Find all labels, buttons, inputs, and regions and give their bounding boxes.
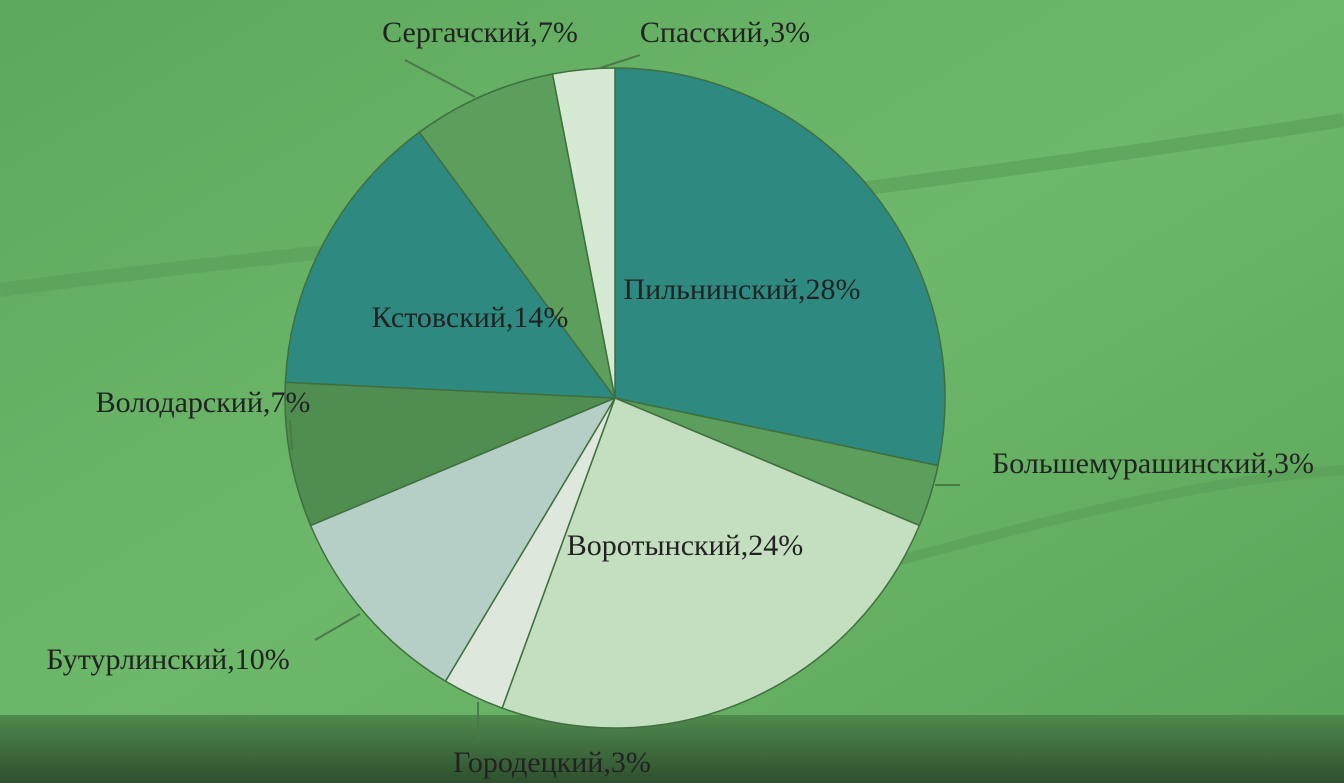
leader-line bbox=[599, 54, 641, 69]
slice-label: Городецкий,3% bbox=[453, 746, 651, 779]
slice-label: Сергачский,7% bbox=[382, 16, 578, 49]
slice-label: Воротынский,24% bbox=[567, 529, 803, 562]
pie-slice bbox=[551, 67, 616, 399]
footer-band bbox=[0, 715, 1344, 783]
leader-line bbox=[289, 419, 293, 451]
pie-slice bbox=[284, 131, 617, 399]
decoration bbox=[898, 465, 1344, 565]
slice-label: Спасский,3% bbox=[640, 16, 810, 49]
slice-label: Кстовский,14% bbox=[372, 301, 569, 334]
slice-label-box: Большемурашинский,3% bbox=[992, 447, 1314, 480]
pie-slice bbox=[309, 396, 617, 683]
pie-slice bbox=[501, 397, 921, 729]
pie-slice bbox=[418, 73, 616, 399]
slice-label: Пильнинский,28% bbox=[623, 273, 860, 306]
pie-slice bbox=[614, 67, 946, 467]
slice-label: Большемурашинский,3% bbox=[992, 447, 1314, 480]
slice-label: Володарский,7% bbox=[96, 386, 311, 419]
slice-label: Бутурлинский,10% bbox=[46, 643, 289, 676]
leader-line bbox=[314, 613, 361, 641]
leader-line bbox=[404, 59, 476, 98]
pie-slice bbox=[284, 381, 616, 527]
